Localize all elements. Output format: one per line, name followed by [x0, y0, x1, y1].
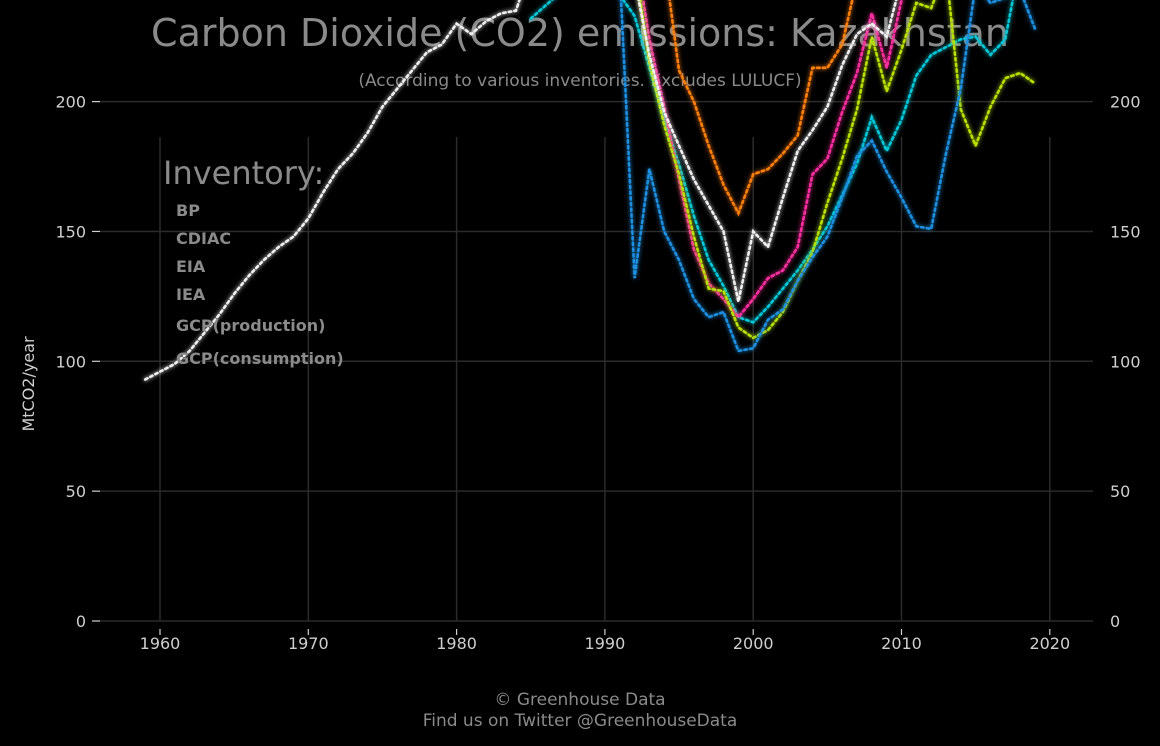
x-tick-label: 1960 [140, 634, 181, 653]
x-tick-label: 2020 [1029, 634, 1070, 653]
chart-subtitle: (According to various inventories. Exclu… [358, 71, 801, 91]
series-line [638, 0, 1037, 340]
y-tick-label-left: 0 [76, 612, 86, 631]
legend-label: CDIAC [176, 229, 231, 248]
y-tick-label-right: 150 [1110, 222, 1141, 241]
series-line [529, 0, 1015, 324]
series-lines [143, 0, 1037, 381]
legend-label: IEA [176, 285, 206, 304]
series-line [668, 0, 854, 217]
legend-label: GCP(consumption) [176, 349, 344, 368]
x-tick-label: 2010 [881, 634, 922, 653]
x-tick-label: 2000 [733, 634, 774, 653]
x-tick-label: 1990 [585, 634, 626, 653]
y-tick-label-left: 200 [55, 93, 86, 112]
axes: 0050501001001501502002002502503003003503… [55, 93, 1141, 653]
grid-lines [100, 100, 1093, 622]
series-line [143, 0, 898, 381]
legend-label: EIA [176, 257, 206, 276]
y-tick-label-right: 100 [1110, 352, 1141, 371]
x-tick-label: 1980 [436, 634, 477, 653]
y-tick-label-right: 50 [1110, 482, 1130, 501]
x-tick-label: 1970 [288, 634, 329, 653]
series-line [641, 0, 903, 320]
legend: Inventory: BP CDIAC EIA IEA GCP(production) G… [118, 154, 344, 368]
y-axis-label: MtCO2/year [19, 336, 38, 432]
y-tick-label-left: 50 [66, 482, 86, 501]
y-tick-label-left: 150 [55, 222, 86, 241]
footer-twitter: Find us on Twitter @GreenhouseData [423, 711, 738, 731]
legend-label: BP [176, 201, 200, 220]
series-line [619, 0, 1037, 353]
legend-label: GCP(production) [176, 316, 325, 335]
y-tick-label-right: 200 [1110, 93, 1141, 112]
legend-title: Inventory: [163, 154, 324, 192]
footer-copyright: © Greenhouse Data [494, 690, 665, 710]
y-tick-label-left: 100 [55, 352, 86, 371]
y-tick-label-right: 0 [1110, 612, 1120, 631]
